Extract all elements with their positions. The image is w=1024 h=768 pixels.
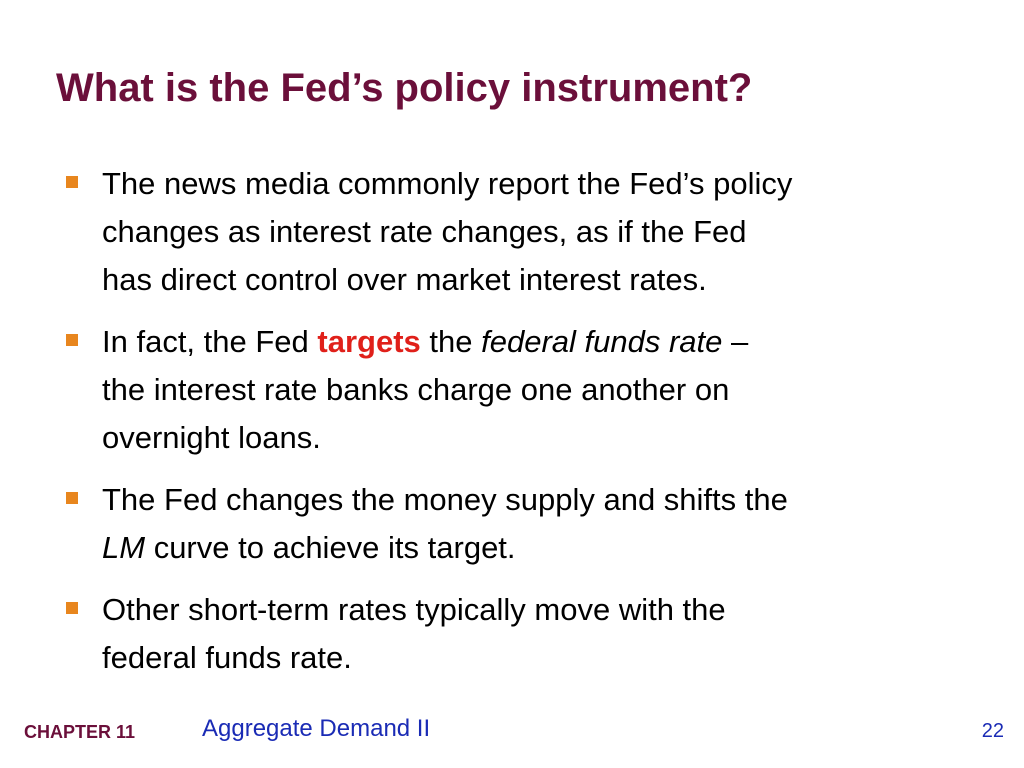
bullet-item: The news media commonly report the Fed’s…: [66, 160, 986, 304]
bullet-text-line: the interest rate banks charge one anoth…: [102, 372, 730, 407]
bullet-list: The news media commonly report the Fed’s…: [66, 160, 986, 696]
bullet-text-line: LM curve to achieve its target.: [102, 524, 986, 572]
bullet-text-line: has direct control over market interest …: [102, 262, 707, 297]
chapter-title: Aggregate Demand II: [202, 715, 431, 742]
square-bullet-icon: [66, 492, 78, 504]
bullet-text-segment: In fact, the Fed: [102, 324, 318, 359]
bullet-item: The Fed changes the money supply and shi…: [66, 476, 986, 572]
square-bullet-icon: [66, 334, 78, 346]
bullet-text-line: Other short-term rates typically move wi…: [102, 592, 726, 627]
bullet-text-line: overnight loans.: [102, 420, 321, 455]
square-bullet-icon: [66, 602, 78, 614]
bullet-text-segment: curve to achieve its target.: [145, 530, 516, 565]
bullet-text-segment: the: [420, 324, 482, 359]
bullet-text-line: In fact, the Fed targets the federal fun…: [102, 318, 986, 366]
emphasis-targets: targets: [317, 324, 421, 359]
bullet-item: Other short-term rates typically move wi…: [66, 586, 986, 682]
italic-term: LM: [102, 530, 146, 565]
slide-title: What is the Fed’s policy instrument?: [56, 66, 753, 110]
bullet-text-line: The Fed changes the money supply and shi…: [102, 482, 788, 517]
bullet-item: In fact, the Fed targets the federal fun…: [66, 318, 986, 462]
page-number: 22: [981, 720, 1004, 742]
bullet-text-line: changes as interest rate changes, as if …: [102, 214, 747, 249]
chapter-label: CHAPTER 11: [24, 722, 136, 742]
square-bullet-icon: [66, 176, 78, 188]
bullet-text-line: federal funds rate.: [102, 640, 352, 675]
slide-footer: CHAPTER 11 Aggregate Demand II 22: [0, 712, 1024, 752]
bullet-text-segment: –: [722, 324, 749, 359]
bullet-text-line: The news media commonly report the Fed’s…: [102, 166, 793, 201]
italic-term: federal funds rate: [481, 324, 723, 359]
